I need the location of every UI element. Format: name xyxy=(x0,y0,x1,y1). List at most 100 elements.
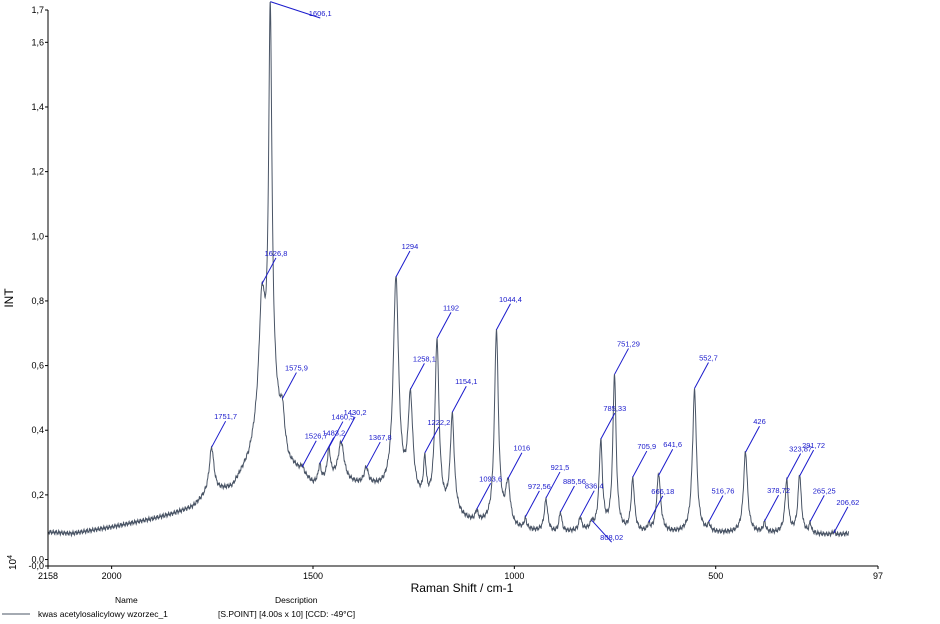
peak-label: 836,4 xyxy=(585,482,604,491)
peak-leader-line xyxy=(745,425,760,453)
peak-label: 1093,6 xyxy=(479,474,502,483)
peak-leader-line xyxy=(545,471,561,499)
peak-label: 666,18 xyxy=(651,487,674,496)
y-tick-label: 0,6 xyxy=(31,361,44,371)
peak-label: 808,02 xyxy=(600,533,623,542)
peak-label: 705,9 xyxy=(637,442,656,451)
peak-leader-line xyxy=(451,385,467,413)
peak-label: 921,5 xyxy=(551,463,570,472)
y-tick-label: 1,6 xyxy=(31,37,44,47)
legend-description: [S.POINT] [4.00s x 10] [CCD: -49°C] xyxy=(218,609,355,619)
x-tick-label: 2158 xyxy=(38,571,58,581)
peak-leader-line xyxy=(708,495,724,522)
peak-leader-line xyxy=(270,1,321,19)
y-tick-label: 0,0 xyxy=(31,555,44,565)
peak-leader-line xyxy=(476,483,492,510)
peak-leader-line xyxy=(496,303,511,330)
peak-leader-line xyxy=(833,506,849,534)
plot-area xyxy=(47,1,850,538)
y-tick-label: 1,2 xyxy=(31,167,44,177)
peak-leader-line xyxy=(786,453,802,480)
peak-leader-line xyxy=(579,490,595,517)
y-ticks: -0,00,0 0,2 0,4 0,6 0,8 1,0 1,2 1,4 1,6 1,7 xyxy=(28,5,48,571)
peak-label: 1154,1 xyxy=(455,377,477,386)
y-tick-label: 1,4 xyxy=(31,102,44,112)
peak-leader-line xyxy=(648,495,664,523)
peak-label: 323,87 xyxy=(789,444,812,453)
peak-label: 552,7 xyxy=(699,354,718,363)
legend-series-name: kwas acetylosalicylowy wzorzec_1 xyxy=(38,609,168,619)
peak-leader-line xyxy=(559,485,575,513)
peak-label: 785,33 xyxy=(603,404,626,413)
peak-leader-line xyxy=(211,420,227,448)
y-tick-label: 0,8 xyxy=(31,296,44,306)
legend-description-header: Description xyxy=(275,595,318,605)
peak-label: 1606,1 xyxy=(309,9,332,18)
peak-leader-line xyxy=(436,312,452,339)
peak-label: 1430,2 xyxy=(344,408,367,417)
peak-label: 426 xyxy=(753,417,766,426)
peak-label: 641,6 xyxy=(663,440,682,449)
peak-label: 1575,9 xyxy=(285,364,308,373)
peak-label: 1044,4 xyxy=(499,295,522,304)
peak-leader-line xyxy=(507,452,523,479)
peak-leader-line xyxy=(524,490,540,518)
legend-name-header: Name xyxy=(115,595,138,605)
x-axis-title: Raman Shift / cm-1 xyxy=(411,581,514,595)
y-multiplier-exponent: 4 xyxy=(7,555,14,559)
x-tick-label: 2000 xyxy=(102,571,122,581)
y-axis-title: INT xyxy=(2,288,16,308)
peak-label: 291,72 xyxy=(802,441,825,450)
peak-leader-line xyxy=(799,449,815,477)
peak-label: 1016 xyxy=(514,444,531,453)
peak-leader-line xyxy=(281,372,297,399)
peak-label: 1626,8 xyxy=(264,249,287,258)
peak-label: 1367,8 xyxy=(369,433,392,442)
peak-leader-line xyxy=(694,362,709,389)
peak-label: 972,56 xyxy=(528,482,551,491)
peak-label: 1222,2 xyxy=(427,418,450,427)
x-tick-label: 500 xyxy=(708,571,723,581)
peak-leader-line xyxy=(591,519,613,543)
peak-leader-line xyxy=(340,416,356,444)
x-ticks: 2158 2000 1500 1000 500 97 xyxy=(38,566,883,581)
y-tick-label: -0,0 xyxy=(28,561,44,571)
axes: -0,00,00,20,40,60,81,01,21,41,61,7 2158 2… xyxy=(28,5,883,581)
y-multiplier-label: 104 xyxy=(7,555,19,570)
peak-leader-line xyxy=(365,441,381,469)
peak-label: 206,62 xyxy=(836,498,859,507)
peak-leader-line xyxy=(764,494,779,522)
x-tick-label: 1500 xyxy=(303,571,323,581)
peak-label: 1526,7 xyxy=(305,432,328,441)
y-tick-label: 0,2 xyxy=(31,490,44,500)
y-tick-label: 1,0 xyxy=(31,231,44,241)
peak-leader-line xyxy=(632,450,648,478)
peak-label: 1258,1 xyxy=(413,354,436,363)
peak-leader-line xyxy=(600,412,616,440)
peak-label: 265,25 xyxy=(813,486,836,495)
peak-leader-line xyxy=(658,448,674,476)
y-tick-label: 1,7 xyxy=(31,5,44,15)
x-tick-label: 1000 xyxy=(504,571,524,581)
peak-label: 1460,5 xyxy=(331,413,354,422)
peak-leader-line xyxy=(328,421,344,448)
peak-leader-line xyxy=(614,348,629,375)
peak-leader-line xyxy=(301,440,317,467)
peak-leader-line xyxy=(409,363,425,390)
spectrum-trace-line xyxy=(47,1,850,538)
peak-label: 751,29 xyxy=(617,339,640,348)
peak-leader-line xyxy=(809,495,825,522)
peak-label: 1192 xyxy=(443,303,459,312)
peak-label: 1294 xyxy=(402,242,419,251)
x-tick-label: 97 xyxy=(873,571,883,581)
peak-leader-line xyxy=(395,250,411,278)
peak-label: 885,56 xyxy=(563,477,586,486)
legend: Name Description kwas acetylosalicylowy … xyxy=(2,595,355,619)
peak-label: 378,72 xyxy=(767,486,790,495)
peak-label: 1483,2 xyxy=(322,429,345,438)
peak-label: 1751,7 xyxy=(214,412,237,421)
peak-label: 516,76 xyxy=(711,487,734,496)
peak-leader-line xyxy=(424,426,440,454)
